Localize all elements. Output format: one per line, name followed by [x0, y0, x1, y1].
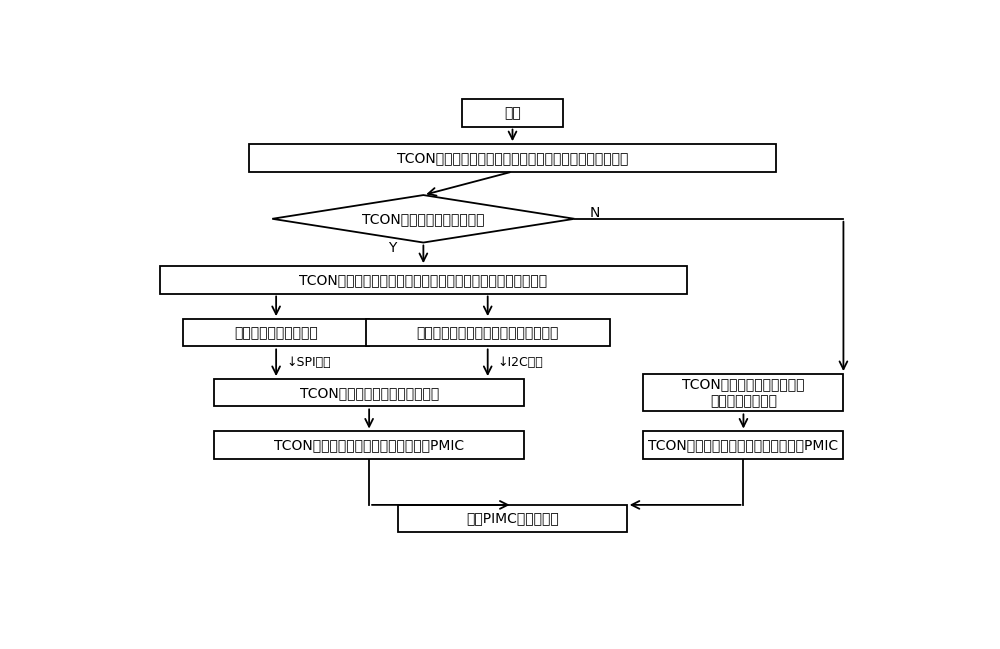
Bar — [160, 266, 687, 293]
Bar — [643, 432, 843, 459]
Text: 存储类型为带电可擦可编程只读存储器: 存储类型为带电可擦可编程只读存储器 — [417, 326, 559, 339]
Bar — [643, 374, 843, 411]
Text: 完成PIMC的数据配置: 完成PIMC的数据配置 — [466, 511, 559, 526]
Text: TCON加载电源管理芯片配置数据: TCON加载电源管理芯片配置数据 — [300, 386, 439, 400]
Bar — [214, 432, 524, 459]
Bar — [366, 319, 610, 347]
Text: ↓SPI总线: ↓SPI总线 — [286, 356, 331, 369]
Bar — [214, 379, 524, 406]
Text: TCON读取控制板闪存内配置信息中的电路板架构类型信息: TCON读取控制板闪存内配置信息中的电路板架构类型信息 — [397, 151, 628, 165]
Text: TCON从控制板闪存加载电源
管理芯片配置数据: TCON从控制板闪存加载电源 管理芯片配置数据 — [682, 378, 805, 408]
Text: TCON读取控制板闪存内配置信息中的驱动板存储模块类型信息: TCON读取控制板闪存内配置信息中的驱动板存储模块类型信息 — [299, 273, 547, 287]
Text: TCON将电源管理芯片配置数据配置到PMIC: TCON将电源管理芯片配置数据配置到PMIC — [274, 438, 464, 452]
Bar — [183, 319, 369, 347]
Polygon shape — [272, 195, 574, 243]
Text: 存储类型为驱动板闪存: 存储类型为驱动板闪存 — [234, 326, 318, 339]
Text: 上电: 上电 — [504, 106, 521, 120]
Bar — [249, 144, 776, 171]
Text: Y: Y — [388, 241, 397, 255]
Text: N: N — [590, 206, 600, 220]
Text: ↓I2C总线: ↓I2C总线 — [497, 356, 543, 369]
Bar — [462, 99, 563, 127]
Bar — [398, 505, 627, 532]
Text: TCON判定是否为分离式架构: TCON判定是否为分离式架构 — [362, 212, 485, 226]
Text: TCON将电源管理芯片配置数据配置到PMIC: TCON将电源管理芯片配置数据配置到PMIC — [648, 438, 839, 452]
